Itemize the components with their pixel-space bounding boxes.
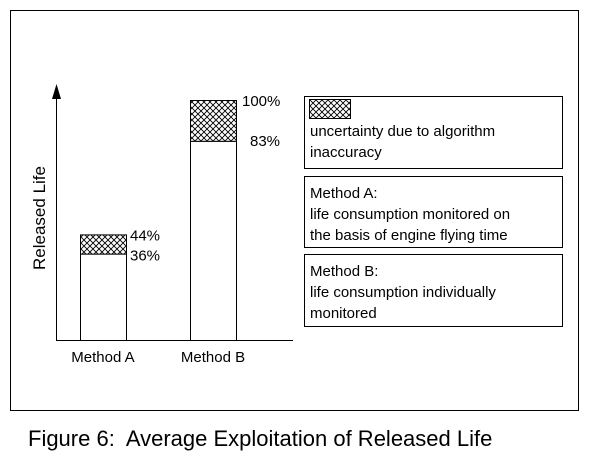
legend-uncertainty: uncertainty due to algorithm inaccuracy: [304, 96, 563, 169]
x-tick-label-2: Method B: [181, 349, 245, 366]
data-label-top-1: 44%: [130, 227, 160, 244]
legend-uncertainty-label: uncertainty due to algorithm inaccuracy: [310, 123, 496, 161]
legend-method-a-line-2: life consumption monitored on: [310, 206, 511, 223]
figure-frame: [10, 10, 579, 411]
plot-area: Method A 44% 36% Method B 100% 83%: [52, 84, 293, 366]
bar-base-1: [80, 253, 127, 342]
figure-caption: Figure 6: Average Exploitation of Releas…: [28, 426, 492, 452]
bar-uncertainty-1: [80, 234, 127, 255]
y-axis-label: Released Life: [30, 166, 49, 270]
legend-method-b-line-1: Method B:: [310, 263, 379, 280]
legend-method-b-line-3: monitored: [310, 305, 377, 322]
y-axis-arrow-icon: [52, 84, 61, 99]
crosshatch-swatch-icon: [309, 99, 351, 119]
x-tick-label-1: Method A: [71, 349, 134, 366]
legend-method-a: Method A: life consumption monitored on …: [304, 176, 563, 248]
caption-text: Average Exploitation of Released Life: [125, 426, 493, 451]
data-label-base-1: 36%: [130, 248, 160, 265]
bar-uncertainty-2: [190, 100, 237, 142]
caption-label: Figure 6:: [28, 426, 115, 451]
legend-method-b: Method B: life consumption individually …: [304, 254, 563, 327]
legend-method-a-line-3: the basis of engine flying time: [310, 227, 508, 244]
legend-method-a-line-1: Method A:: [310, 185, 378, 202]
data-label-top-2: 100%: [242, 93, 280, 110]
bar-base-2: [190, 140, 237, 341]
data-label-base-2: 83%: [250, 133, 280, 150]
legend-method-b-line-2: life consumption individually: [310, 284, 496, 301]
